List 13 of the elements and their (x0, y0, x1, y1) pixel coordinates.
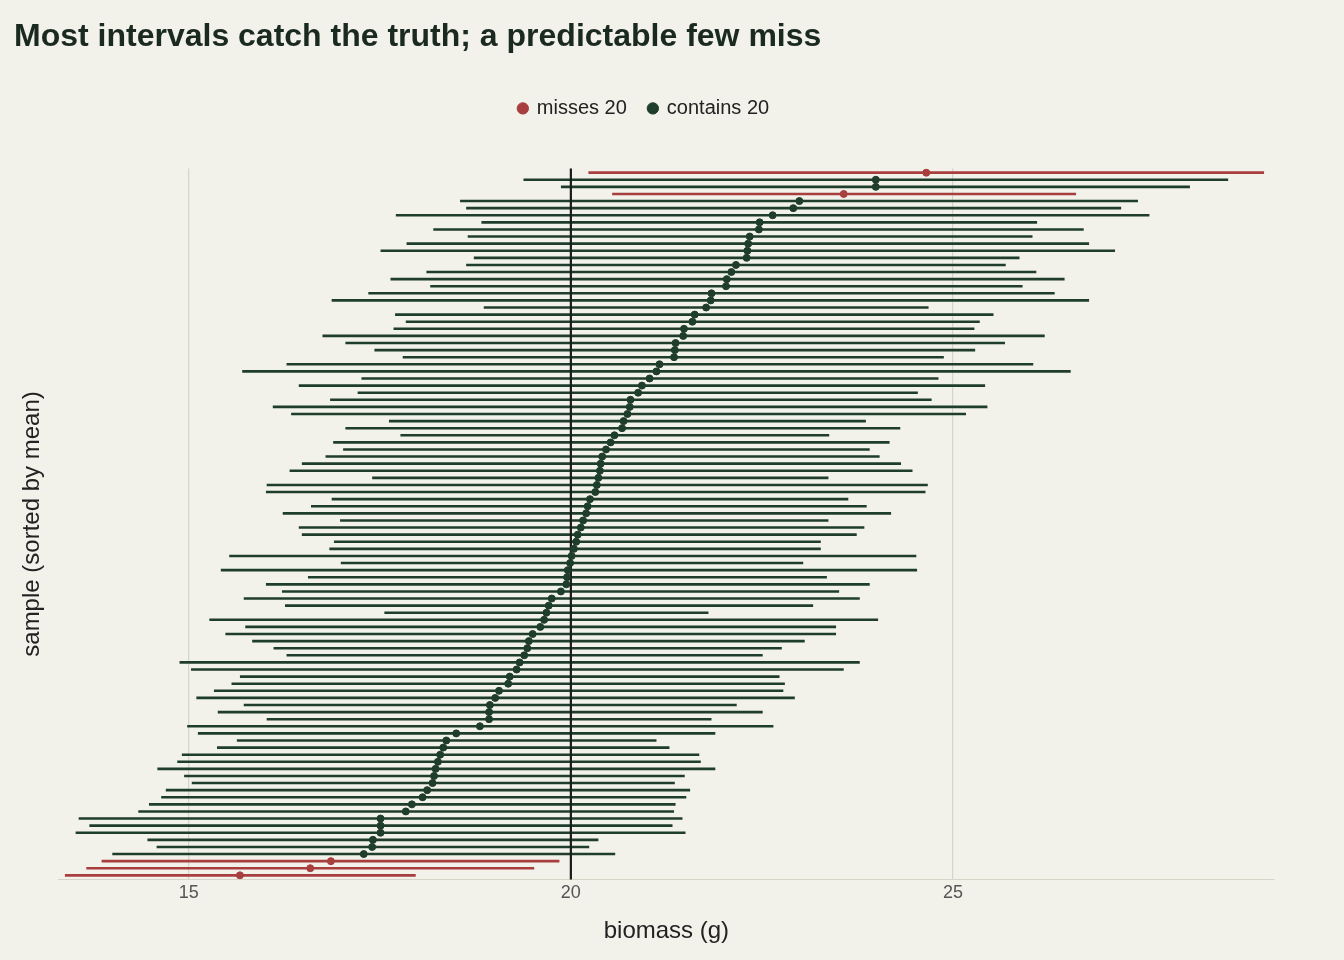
x-tick-label: 25 (942, 882, 964, 903)
y-axis-title: sample (sorted by mean) (17, 391, 45, 657)
point (922, 168, 931, 177)
point (235, 871, 244, 880)
x-tick-label: 20 (560, 882, 581, 903)
x-tick-label: 15 (178, 882, 199, 903)
chart-title: Most intervals catch the truth; a predictable few miss (14, 17, 822, 54)
legend-label: misses 20 (536, 95, 627, 118)
point (839, 189, 848, 198)
legend-label: contains 20 (666, 95, 770, 118)
point (306, 864, 315, 873)
x-axis-title: biomass (g) (603, 916, 730, 944)
point (326, 857, 335, 866)
